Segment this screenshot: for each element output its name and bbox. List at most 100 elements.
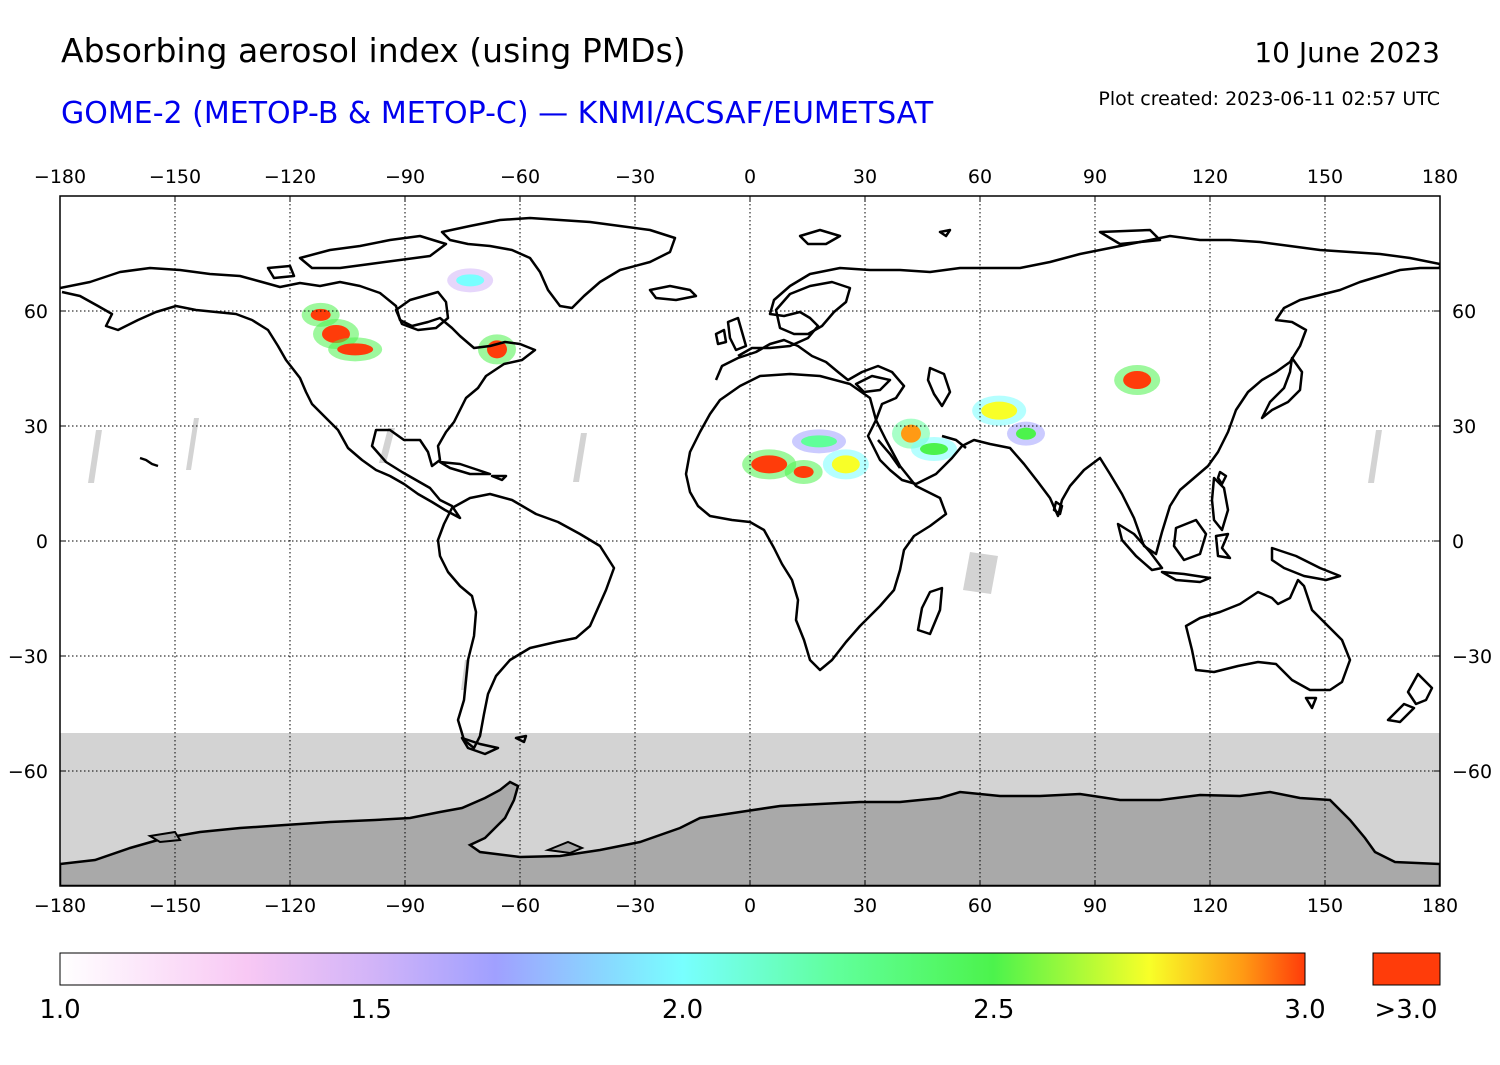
aerosol-plume (337, 343, 374, 356)
new-zealand-coast (1386, 702, 1416, 724)
aerosol-plume (920, 443, 948, 455)
y-tick-label-left: 30 (24, 416, 48, 438)
colorbar-tick-label: 1.0 (39, 995, 81, 1025)
aerosol-index-layer (301, 268, 1161, 484)
x-tick-label-top: −150 (149, 166, 201, 188)
graticule (60, 196, 1440, 886)
north-america-coast (60, 266, 537, 520)
red-sea-coast (877, 439, 902, 469)
new-guinea-coast (1270, 546, 1342, 582)
arctic-svalbard (798, 228, 842, 246)
y-tick-label-right: −60 (1452, 761, 1492, 783)
x-tick-label-bottom: −180 (34, 895, 86, 917)
java-coast (1160, 570, 1212, 584)
x-tick-label-top: −180 (34, 166, 86, 188)
africa-coast (684, 372, 948, 672)
aerosol-plume (831, 455, 860, 474)
x-tick-label-bottom: 90 (1083, 895, 1107, 917)
tierra-del-fuego (460, 736, 500, 756)
great-britain-coast (726, 316, 748, 352)
x-tick-label-top: 180 (1422, 166, 1458, 188)
aerosol-plume (793, 466, 814, 478)
aerosol-plume (1016, 427, 1036, 440)
hawaii-coast (139, 456, 159, 468)
australia-coast (1184, 578, 1352, 692)
x-tick-label-bottom: 30 (853, 895, 877, 917)
hispaniola-coast (490, 474, 508, 482)
colorbar-overflow-label: >3.0 (1374, 995, 1438, 1025)
sulawesi-coast (1214, 532, 1232, 560)
arctic-islands-canada (298, 234, 448, 270)
x-tick-label-bottom: 60 (968, 895, 992, 917)
x-tick-label-bottom: −60 (500, 895, 540, 917)
colorbar-overflow-box (1372, 952, 1441, 986)
tasmania-coast (1304, 696, 1318, 710)
x-tick-label-top: 60 (968, 166, 992, 188)
madagascar-coast (916, 586, 944, 636)
ireland-coast (714, 328, 728, 346)
aerosol-plume (901, 424, 921, 443)
aerosol-plume (322, 325, 350, 343)
antarctica-island (544, 840, 585, 855)
colorbar-tick-label: 1.5 (350, 995, 392, 1025)
coastlines (60, 216, 1440, 756)
y-tick-label-right: 0 (1452, 531, 1464, 553)
x-tick-label-top: 90 (1083, 166, 1107, 188)
eurasia-coast (714, 234, 1440, 556)
colorbar-tick-label: 2.5 (973, 995, 1015, 1025)
scandinavia-coast (774, 280, 852, 336)
aerosol-plume (751, 455, 788, 474)
x-tick-label-top: 0 (744, 166, 756, 188)
x-tick-label-bottom: −30 (615, 895, 655, 917)
aerosol-plume (456, 274, 485, 287)
cuba-coast (438, 460, 492, 476)
map-title: Absorbing aerosol index (using PMDs) (61, 31, 686, 70)
y-tick-label-left: −60 (8, 761, 48, 783)
aerosol-plume (310, 308, 331, 321)
colorbar (59, 952, 1306, 986)
y-tick-label-left: −30 (8, 646, 48, 668)
x-tick-label-top: −30 (615, 166, 655, 188)
x-tick-label-bottom: −120 (264, 895, 316, 917)
aerosol-plume (981, 401, 1018, 420)
persian-gulf-coast (941, 434, 967, 449)
x-tick-label-bottom: 0 (744, 895, 756, 917)
x-tick-label-top: 150 (1307, 166, 1343, 188)
japan-coast (1260, 356, 1304, 420)
x-tick-label-top: 120 (1192, 166, 1228, 188)
taiwan-coast (1216, 470, 1228, 486)
aerosol-plume (1123, 371, 1152, 389)
caspian-sea-coast (926, 366, 952, 408)
borneo-coast (1172, 518, 1208, 562)
plot-created-timestamp: Plot created: 2023-06-11 02:57 UTC (1098, 88, 1440, 110)
sumatra-coast (1116, 522, 1164, 572)
x-tick-label-bottom: 180 (1422, 895, 1458, 917)
y-tick-label-right: 30 (1452, 416, 1476, 438)
hudson-bay-coast (394, 290, 450, 332)
greenland-coast (440, 216, 677, 310)
aerosol-plume (801, 435, 837, 448)
y-tick-label-left: 0 (36, 531, 48, 553)
x-tick-label-bottom: 120 (1192, 895, 1228, 917)
south-america-coast (436, 492, 616, 750)
iceland-coast (648, 284, 698, 302)
x-tick-label-top: −120 (264, 166, 316, 188)
black-sea-coast (854, 374, 892, 394)
map-date: 10 June 2023 (1254, 36, 1440, 69)
colorbar-tick-label: 3.0 (1284, 995, 1326, 1025)
y-tick-label-right: −30 (1452, 646, 1492, 668)
map-subtitle: GOME-2 (METOP-B & METOP-C) — KNMI/ACSAF/… (61, 96, 934, 131)
sri-lanka-coast (1052, 500, 1064, 516)
arctic-severnaya (1098, 228, 1162, 246)
y-tick-label-left: 60 (24, 301, 48, 323)
x-tick-label-bottom: −150 (149, 895, 201, 917)
arctic-islands-canada (266, 264, 296, 280)
arctic-novaya-zemlya (938, 228, 952, 238)
x-tick-label-top: −60 (500, 166, 540, 188)
x-tick-label-bottom: −90 (385, 895, 425, 917)
antarctica-island (147, 830, 182, 844)
new-zealand-coast (1406, 672, 1434, 706)
x-tick-label-top: 30 (853, 166, 877, 188)
axis-labels: −180 −180 −150 −150 −120 −120 −90 −90 −60 −60 −30 −… (8, 166, 1492, 917)
